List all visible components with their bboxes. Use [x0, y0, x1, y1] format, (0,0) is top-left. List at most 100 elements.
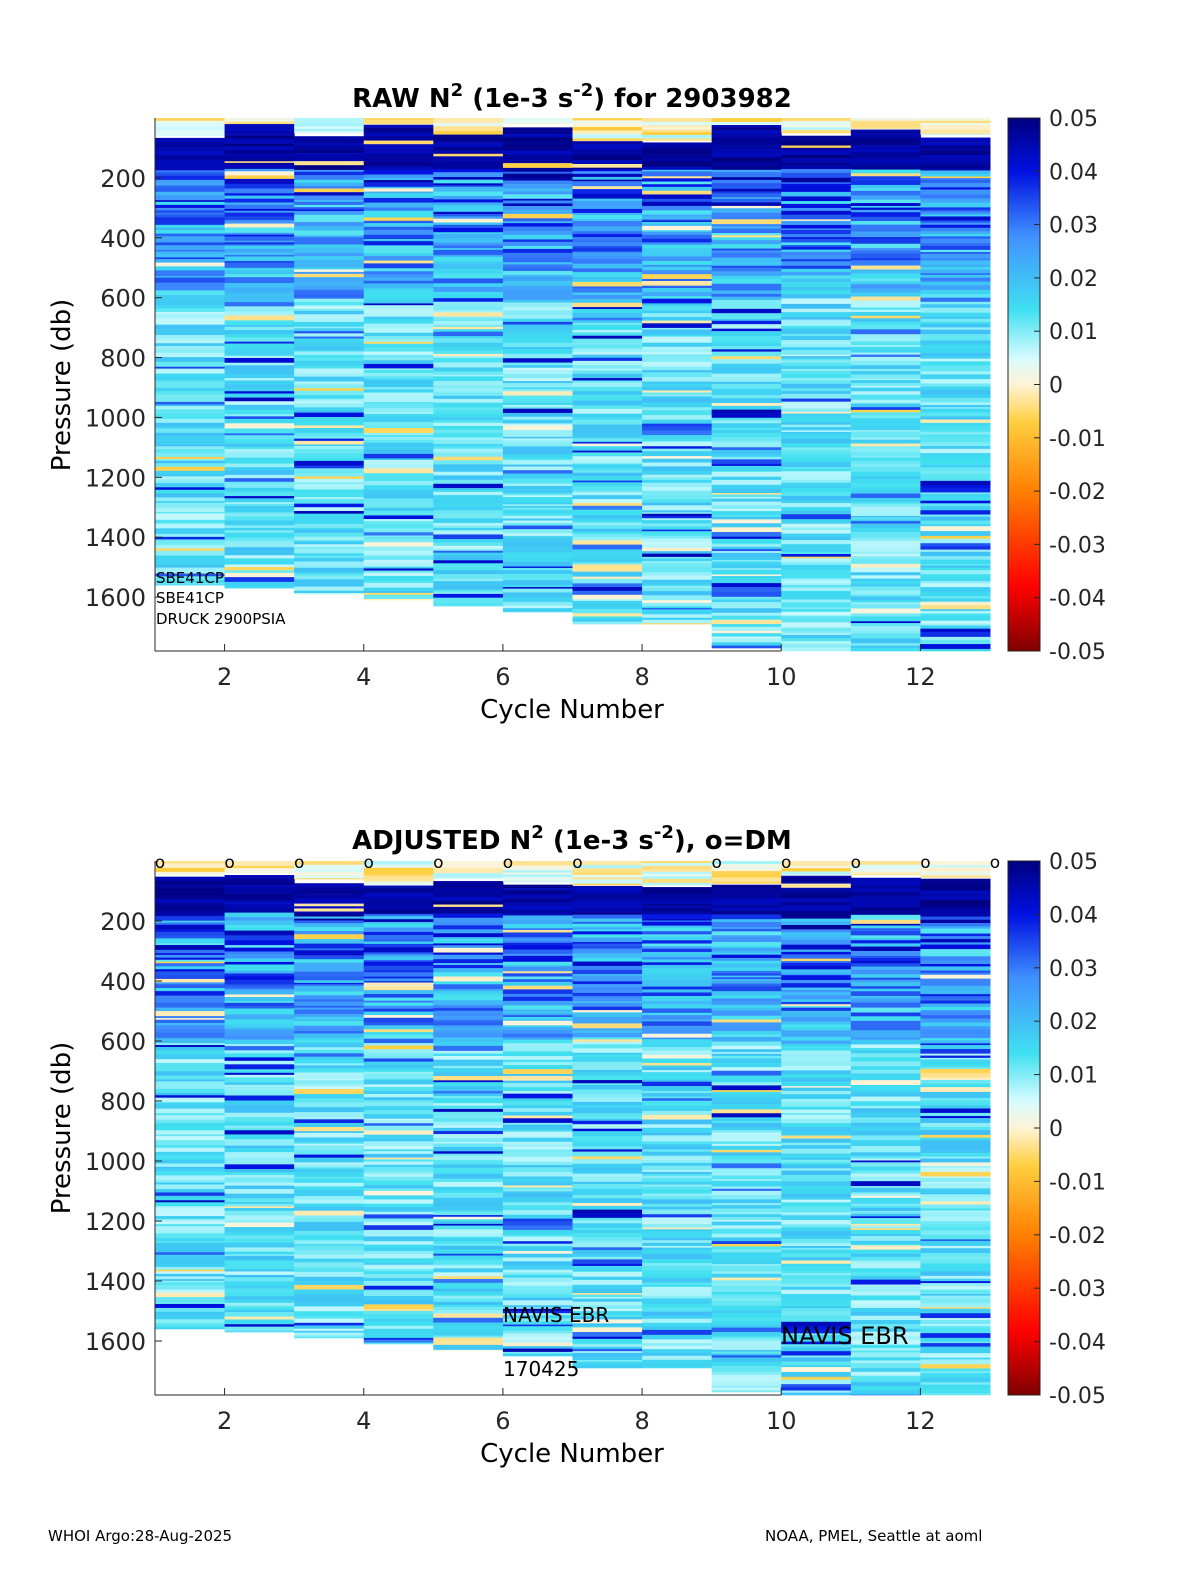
cycle-3-profile — [294, 118, 364, 594]
dm-marker: o — [364, 853, 374, 873]
dm-marker: o — [781, 853, 791, 873]
x-tick-label: 6 — [495, 1407, 510, 1435]
y-tick-label: 600 — [100, 285, 146, 313]
raw-annotation-sensor-1: SBE41CP — [156, 569, 224, 587]
cycle-12-profile — [920, 861, 990, 1395]
raw-title-mid: (1e-3 s — [463, 84, 573, 114]
cycle-11-profile — [851, 118, 921, 651]
colorbar-tick-label: 0.01 — [1049, 1064, 1098, 1089]
x-tick-label: 12 — [905, 663, 936, 691]
cycle-10-profile — [781, 118, 851, 651]
adjusted-title-mid: (1e-3 s — [544, 826, 654, 856]
x-tick-label: 8 — [634, 1407, 649, 1435]
raw-annotation-sensor-2: SBE41CP — [156, 589, 224, 607]
cycle-4-profile — [364, 118, 434, 600]
x-tick-label: 2 — [217, 663, 232, 691]
cycle-6-profile — [503, 118, 573, 612]
adjusted-title-prefix: ADJUSTED N — [352, 826, 531, 856]
colorbar-tick-label: -0.03 — [1049, 1277, 1106, 1302]
y-tick-label: 1000 — [85, 404, 146, 432]
cycle-7-profile — [573, 861, 643, 1368]
x-tick-label: 10 — [766, 1407, 797, 1435]
adjusted-title-suffix: ), o=DM — [674, 826, 792, 856]
colorbar-tick-label: -0.02 — [1049, 1224, 1106, 1249]
raw-chart-title: RAW N2 (1e-3 s-2) for 2903982 — [352, 80, 792, 114]
cycle-1-profile — [155, 118, 225, 585]
dm-marker: o — [990, 853, 1000, 873]
x-tick-label: 8 — [634, 663, 649, 691]
y-tick-label: 400 — [100, 225, 146, 253]
dm-marker: o — [920, 853, 930, 873]
cycle-8-profile — [642, 118, 712, 624]
x-tick-label: 6 — [495, 663, 510, 691]
raw-title-sup2: -2 — [573, 80, 593, 101]
y-tick-label: 200 — [100, 908, 146, 936]
y-tick-label: 1400 — [85, 1268, 146, 1296]
colorbar-tick-label: -0.04 — [1049, 587, 1106, 612]
y-tick-label: 1600 — [85, 1328, 146, 1356]
colorbar-tick-label: 0.02 — [1049, 267, 1098, 292]
raw-title-prefix: RAW N — [352, 84, 450, 114]
x-tick-label: 12 — [905, 1407, 936, 1435]
x-tick-label: 10 — [766, 663, 797, 691]
raw-heatmap — [155, 118, 991, 651]
dm-marker: o — [433, 853, 443, 873]
adjusted-chart-title: ADJUSTED N2 (1e-3 s-2), o=DM — [352, 822, 792, 856]
y-tick-label: 400 — [100, 968, 146, 996]
adjusted-y-axis-label: Pressure (db) — [47, 1042, 77, 1215]
cycle-2-profile — [225, 118, 295, 588]
cycle-2-profile — [225, 861, 295, 1332]
x-tick-label: 4 — [356, 663, 371, 691]
raw-title-sup1: 2 — [451, 80, 464, 101]
colorbar-tick-label: -0.03 — [1049, 533, 1106, 558]
colorbar-tick-label: 0.03 — [1049, 214, 1098, 239]
x-tick-label: 2 — [217, 1407, 232, 1435]
dm-marker: o — [294, 853, 304, 873]
colorbar-tick-label: 0.03 — [1049, 957, 1098, 982]
adjusted-annotation-platform-2: NAVIS EBR — [781, 1322, 909, 1350]
cycle-10-profile — [781, 861, 851, 1395]
colorbar-tick-label: 0.04 — [1049, 160, 1098, 185]
dm-marker: o — [851, 853, 861, 873]
colorbar-tick-label: -0.05 — [1049, 1384, 1106, 1409]
cycle-5-profile — [433, 118, 503, 606]
colorbar-tick-label: -0.05 — [1049, 640, 1106, 665]
y-tick-label: 800 — [100, 1088, 146, 1116]
y-tick-label: 1200 — [85, 464, 146, 492]
cycle-5-profile — [433, 861, 503, 1350]
x-tick-label: 4 — [356, 1407, 371, 1435]
y-tick-label: 200 — [100, 165, 146, 193]
y-tick-label: 800 — [100, 345, 146, 373]
footer-right: NOAA, PMEL, Seattle at aoml — [765, 1527, 982, 1545]
colorbar-tick-label: 0.05 — [1049, 107, 1098, 132]
cycle-4-profile — [364, 861, 434, 1344]
adjusted-annotation-platform-1: NAVIS EBR — [503, 1303, 609, 1327]
dm-marker: o — [503, 853, 513, 873]
cycle-7-profile — [573, 118, 643, 624]
colorbar-tick-label: -0.01 — [1049, 1170, 1106, 1195]
dm-marker: o — [224, 853, 234, 873]
raw-title-suffix: ) for 2903982 — [593, 84, 792, 114]
y-tick-label: 1600 — [85, 584, 146, 612]
y-tick-label: 1000 — [85, 1148, 146, 1176]
raw-colorbar-ticks: 0.050.040.030.020.010-0.01-0.02-0.03-0.0… — [1034, 107, 1106, 665]
cycle-9-profile — [712, 861, 782, 1392]
colorbar-tick-label: 0.04 — [1049, 903, 1098, 928]
colorbar-tick-label: 0 — [1049, 1117, 1063, 1142]
footer-left: WHOI Argo:28-Aug-2025 — [48, 1527, 232, 1545]
adjusted-x-axis-label: Cycle Number — [480, 1439, 664, 1469]
adjusted-title-sup1: 2 — [531, 822, 544, 843]
cycle-11-profile — [851, 861, 921, 1395]
dm-marker: o — [155, 853, 165, 873]
colorbar-tick-label: -0.04 — [1049, 1331, 1106, 1356]
colorbar-tick-label: 0.02 — [1049, 1010, 1098, 1035]
raw-x-axis-label: Cycle Number — [480, 695, 664, 725]
y-tick-label: 1400 — [85, 524, 146, 552]
dm-marker: o — [711, 853, 721, 873]
cycle-6-profile — [503, 861, 573, 1356]
cycle-12-profile — [920, 118, 990, 651]
cycle-3-profile — [294, 861, 364, 1338]
raw-y-axis-label: Pressure (db) — [47, 299, 77, 472]
